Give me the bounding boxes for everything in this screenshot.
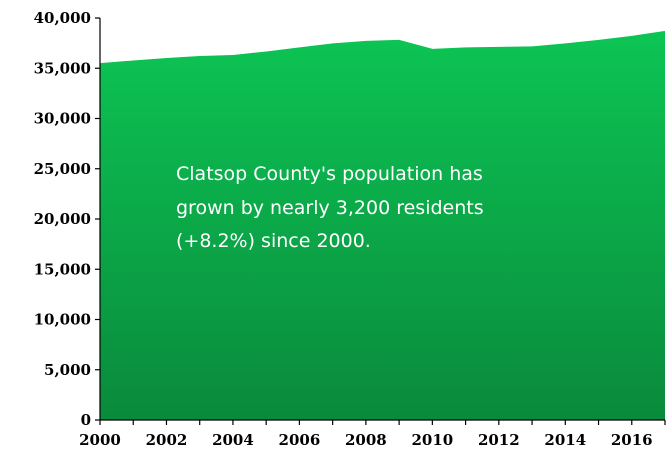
y-tick-label: 35,000 [34,59,91,77]
y-tick-label: 15,000 [34,260,91,278]
x-tick-label: 2016 [611,431,653,449]
x-tick-label: 2012 [478,431,520,449]
y-tick-label: 0 [81,411,91,429]
annotation-line-3: (+8.2%) since 2000. [176,230,371,252]
x-tick-label: 2010 [411,431,453,449]
axes [95,17,666,425]
chart-annotation: Clatsop County's population has grown by… [176,163,490,252]
x-tick-label: 2002 [146,431,188,449]
y-tick-label: 20,000 [34,210,91,228]
x-tick-label: 2014 [544,431,586,449]
y-tick-label: 40,000 [34,9,91,27]
y-tick-label: 25,000 [34,160,91,178]
y-axis-tick-labels: 0 5,000 10,000 15,000 20,000 25,000 30,000 35,0… [34,9,91,429]
x-tick-label: 2008 [345,431,387,449]
y-tick-label: 5,000 [44,361,91,379]
annotation-line-2: grown by nearly 3,200 residents [176,197,484,219]
x-tick-label: 2000 [79,431,121,449]
population-line [99,28,666,64]
x-tick-label: 2006 [279,431,321,449]
x-tick-label: 2004 [212,431,254,449]
y-tick-label: 30,000 [34,110,91,128]
population-area [100,29,665,420]
annotation-line-1: Clatsop County's population has [176,163,483,185]
x-axis-tick-labels: 2000 2002 2004 2006 2008 2010 2012 2014 2016 [79,431,653,449]
y-tick-label: 10,000 [34,311,91,329]
area-layer [99,28,666,420]
